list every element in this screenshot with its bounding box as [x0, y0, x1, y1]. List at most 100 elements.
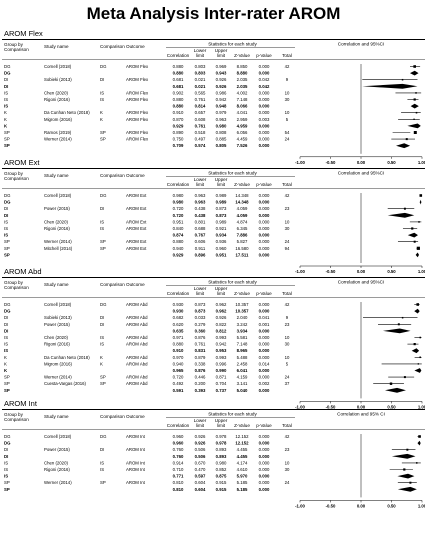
x-tick-label: 0.00: [357, 160, 366, 165]
row-group: DI: [4, 315, 8, 320]
row-upper-limit: 0.962: [216, 309, 227, 314]
row-correlation: 0.635: [173, 328, 184, 333]
header-total: Total: [282, 182, 292, 187]
summary-diamond: [387, 212, 415, 218]
row-p-value: 0.000: [259, 246, 270, 251]
row-p-value: 0.000: [259, 474, 270, 479]
row-lower-limit: 0.926: [195, 434, 206, 439]
row-outcome: AROM Abd: [126, 302, 148, 307]
row-upper-limit: 0.978: [216, 434, 227, 439]
row-p-value: 0.000: [259, 454, 270, 459]
row-z-value: 5.488: [237, 355, 248, 360]
row-p-value: 0.000: [259, 467, 270, 472]
row-study-name: Migrom (2016): [44, 117, 73, 122]
x-tick-label: 0.00: [357, 503, 366, 508]
row-total: 24: [285, 239, 290, 244]
row-lower-limit: 0.338: [195, 361, 206, 366]
row-correlation: 0.874: [173, 233, 184, 238]
row-total: 42: [285, 64, 290, 69]
row-z-value: 2.959: [237, 117, 248, 122]
row-p-value: 0.000: [259, 480, 270, 485]
row-p-value: 0.000: [259, 110, 270, 115]
row-correlation: 0.880: [173, 97, 184, 102]
row-study-name: Chen (2020): [44, 219, 68, 224]
header-p-value: p-Value: [256, 291, 272, 296]
row-p-value: 0.000: [259, 388, 270, 393]
row-z-value: 4.455: [237, 447, 248, 452]
row-lower-limit: 0.360: [195, 328, 206, 333]
row-correlation: 0.760: [173, 454, 184, 459]
row-group: K: [4, 361, 7, 366]
row-correlation: 0.910: [173, 110, 184, 115]
row-upper-limit: 0.871: [216, 375, 227, 380]
row-correlation: 0.980: [173, 193, 184, 198]
row-z-value: 4.455: [237, 454, 248, 459]
row-z-value: 6.041: [237, 368, 248, 373]
row-correlation: 0.930: [173, 309, 184, 314]
row-p-value: 0.000: [259, 355, 270, 360]
row-correlation: 0.951: [173, 219, 184, 224]
header-upper: Upper: [215, 418, 228, 423]
summary-diamond: [410, 103, 419, 109]
row-lower-limit: 0.896: [195, 252, 206, 257]
header-stats: Statistics for each study: [208, 280, 257, 285]
row-correlation: 0.880: [173, 342, 184, 347]
row-p-value: 0.000: [259, 233, 270, 238]
row-correlation: 0.960: [173, 441, 184, 446]
summary-diamond: [362, 83, 418, 89]
row-p-value: 0.000: [259, 143, 270, 148]
header-outcome: Outcome: [126, 173, 145, 178]
row-lower-limit: 0.021: [195, 84, 206, 89]
row-upper-limit: 0.989: [216, 193, 227, 198]
row-total: 10: [285, 460, 290, 465]
row-z-value: 6.056: [237, 130, 248, 135]
row-correlation: 0.940: [173, 246, 184, 251]
row-lower-limit: 0.876: [195, 368, 206, 373]
row-lower-limit: 0.608: [195, 117, 206, 122]
row-correlation: 0.929: [173, 123, 184, 128]
point-estimate: [409, 481, 412, 484]
header-correlation: Correlation: [167, 53, 190, 58]
row-p-value: 0.000: [259, 368, 270, 373]
x-tick-label: -1.00: [295, 160, 305, 165]
point-estimate: [418, 221, 420, 223]
row-correlation: 0.771: [173, 474, 184, 479]
row-total: 42: [285, 193, 290, 198]
row-group: IS: [4, 460, 8, 465]
row-correlation: 0.902: [173, 90, 184, 95]
row-total: 10: [285, 219, 290, 224]
row-upper-limit: 0.805: [216, 143, 227, 148]
point-estimate: [413, 98, 416, 101]
row-lower-limit: 0.438: [195, 213, 206, 218]
row-correlation: 0.681: [173, 84, 184, 89]
header-study-name: Study name: [44, 44, 69, 49]
summary-diamond: [407, 123, 421, 129]
point-estimate: [411, 227, 414, 230]
row-total: 42: [285, 302, 290, 307]
header-stats: Statistics for each study: [208, 412, 257, 417]
row-lower-limit: 0.470: [195, 467, 206, 472]
row-lower-limit: 0.873: [195, 302, 206, 307]
row-p-value: 0.042: [259, 84, 270, 89]
row-group: K: [4, 110, 7, 115]
point-estimate: [415, 92, 417, 94]
row-study-name: Power (2015): [44, 206, 70, 211]
row-upper-limit: 0.996: [216, 361, 227, 366]
row-z-value: 3.934: [237, 328, 248, 333]
row-correlation: 0.914: [173, 460, 184, 465]
row-correlation: 0.940: [173, 361, 184, 366]
row-lower-limit: 0.803: [195, 64, 206, 69]
row-study-name: Power (2015): [44, 447, 70, 452]
row-outcome: AROM Ext: [126, 193, 147, 198]
row-comparison: IS: [100, 342, 104, 347]
row-p-value: 0.000: [259, 104, 270, 109]
row-z-value: 5.040: [237, 388, 248, 393]
forest-panel-ext: AROM Ext Group by Comparison Study name Com…: [2, 157, 425, 276]
row-outcome: AROM Int: [126, 434, 146, 439]
row-total: 23: [285, 447, 290, 452]
row-correlation: 0.960: [173, 434, 184, 439]
row-comparison: SP: [100, 239, 106, 244]
header-lower: Lower: [194, 177, 207, 182]
